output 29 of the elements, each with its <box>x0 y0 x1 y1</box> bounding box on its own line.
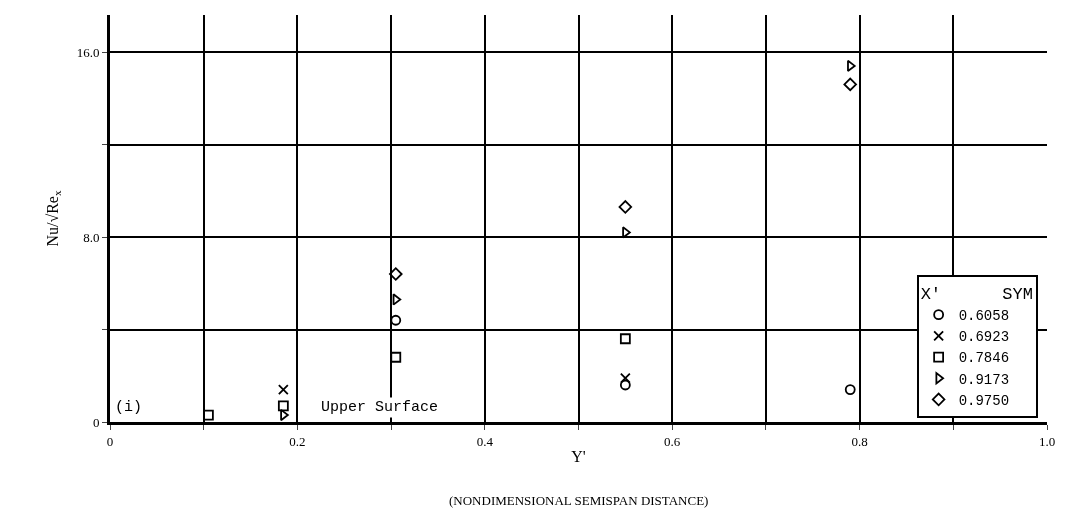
point <box>619 372 631 384</box>
point <box>618 200 633 214</box>
annotation: Upper Surface <box>321 399 439 416</box>
legend-label: 0.6923 <box>958 329 1010 346</box>
y-tick-label: 16.0 <box>76 44 100 60</box>
point <box>277 400 289 412</box>
x-tick-label: 0.2 <box>289 433 306 449</box>
point <box>389 267 403 281</box>
legend-label: 0.9750 <box>958 392 1010 409</box>
text: (NONDIMENSIONAL SEMISPAN DISTANCE) <box>449 493 709 508</box>
annotation: (i) <box>115 399 143 416</box>
y-tick-label: 0 <box>92 414 100 430</box>
point <box>843 77 857 92</box>
point <box>392 293 402 306</box>
legend-label: 0.9173 <box>958 371 1010 388</box>
x-tick-label: 0 <box>106 433 114 449</box>
x-axis-title: Y' <box>571 448 586 466</box>
point <box>619 379 631 391</box>
y-tick-label: 8.0 <box>83 229 100 245</box>
x-tick-label: 0.8 <box>851 433 868 449</box>
x-tick-label: 0.4 <box>476 433 494 449</box>
point <box>844 384 856 396</box>
legend-label: 0.6058 <box>958 308 1010 325</box>
point <box>277 384 289 396</box>
point <box>619 333 631 345</box>
x-tick-label: 0.6 <box>664 433 681 449</box>
x-tick-label: 1.0 <box>1038 433 1056 449</box>
legend-title: X' SYM <box>920 285 1033 305</box>
legend-label: 0.7846 <box>958 350 1010 367</box>
